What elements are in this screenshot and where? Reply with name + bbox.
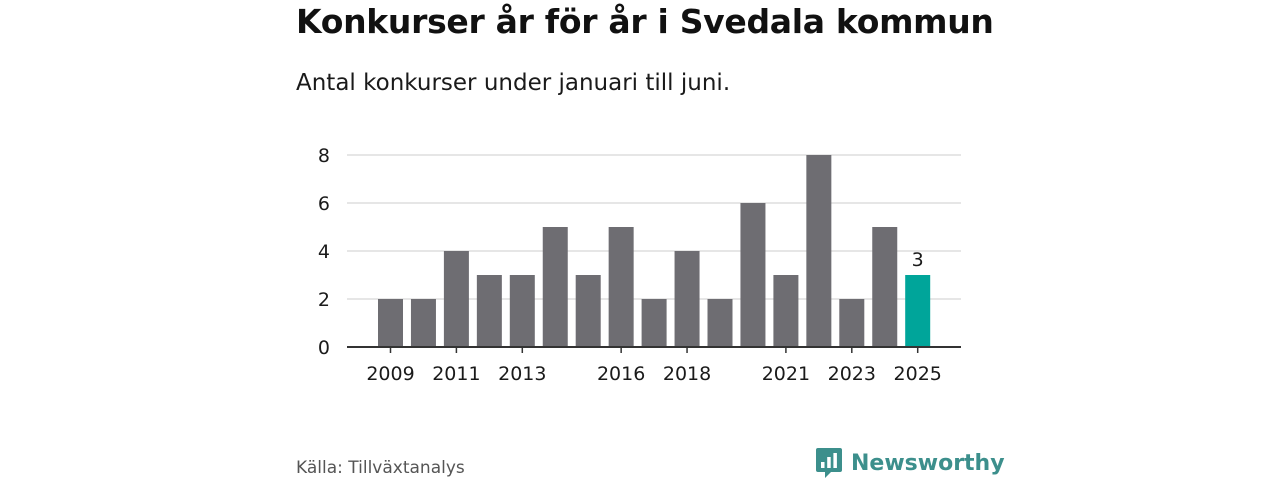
bar (707, 299, 733, 347)
bar (905, 275, 931, 347)
source-note: Källa: Tillväxtanalys (296, 458, 465, 478)
x-tick-label: 2016 (597, 363, 645, 385)
bar (806, 155, 832, 347)
bar (476, 275, 502, 347)
bar (674, 251, 700, 347)
bar (773, 275, 799, 347)
x-tick-label: 2018 (663, 363, 711, 385)
y-tick-label: 4 (318, 241, 330, 263)
x-tick-label: 2023 (828, 363, 876, 385)
bar (378, 299, 403, 347)
bar (839, 299, 865, 347)
bar (509, 275, 535, 347)
bar (542, 227, 568, 347)
brand-name: Newsworthy (851, 450, 1005, 476)
x-tick-label: 2009 (366, 363, 414, 385)
bar (443, 251, 469, 347)
bar (410, 299, 436, 347)
bar (872, 227, 898, 347)
x-tick-label: 2013 (498, 363, 546, 385)
y-tick-label: 0 (318, 337, 330, 359)
chart-subtitle: Antal konkurser under januari till juni. (296, 70, 731, 96)
newsworthy-logo-icon (816, 448, 842, 478)
y-tick-label: 2 (318, 289, 330, 311)
x-tick-label: 2025 (894, 363, 942, 385)
bar (575, 275, 601, 347)
y-tick-label: 8 (318, 145, 330, 167)
page-title: Konkurser år för år i Svedala kommun (296, 2, 994, 41)
x-tick-label: 2021 (762, 363, 810, 385)
brand-logo: Newsworthy (815, 446, 1005, 480)
bar (641, 299, 667, 347)
bar (740, 203, 766, 347)
x-tick-label: 2011 (432, 363, 480, 385)
y-tick-label: 6 (318, 193, 330, 215)
bar (608, 227, 634, 347)
data-label: 3 (912, 249, 924, 271)
